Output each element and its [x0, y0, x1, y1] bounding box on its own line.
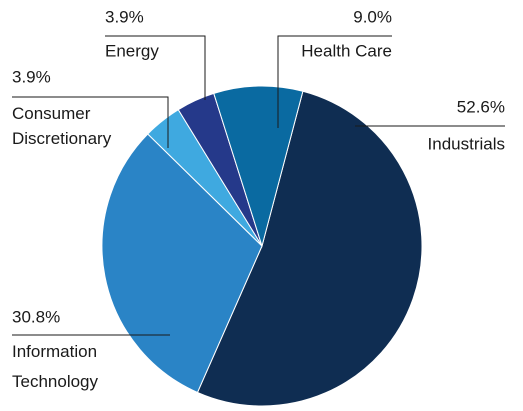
category-label: Health Care [301, 41, 392, 60]
value-label: 3.9% [12, 67, 51, 86]
leader-line [12, 96, 169, 148]
category-label: Consumer Discretionary [12, 104, 112, 148]
category-label: Industrials [428, 134, 505, 153]
pie-slice [101, 133, 263, 394]
value-label: 9.0% [353, 7, 392, 26]
pie-slice [213, 85, 304, 248]
leader-line [277, 35, 392, 128]
value-label: 3.9% [105, 7, 144, 26]
leader-line [105, 35, 206, 100]
value-label: 52.6% [457, 97, 505, 116]
value-label: 30.8% [12, 307, 60, 326]
category-label: Energy [105, 41, 159, 60]
category-label: Information Technology [12, 342, 99, 391]
